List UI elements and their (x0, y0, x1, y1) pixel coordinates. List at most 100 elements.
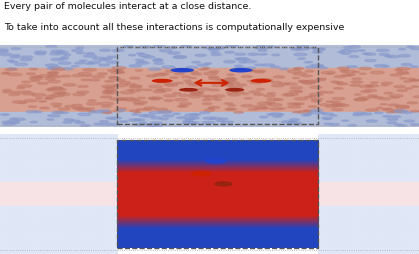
Circle shape (385, 56, 393, 58)
Circle shape (338, 52, 345, 54)
Circle shape (100, 50, 111, 52)
Circle shape (241, 93, 248, 95)
Circle shape (248, 109, 259, 111)
Circle shape (204, 73, 217, 76)
Circle shape (331, 105, 341, 107)
Circle shape (77, 92, 89, 94)
Circle shape (47, 76, 60, 79)
Circle shape (267, 99, 280, 101)
Circle shape (349, 51, 358, 53)
Circle shape (278, 108, 286, 110)
Circle shape (136, 109, 143, 111)
Circle shape (38, 75, 52, 78)
Circle shape (169, 48, 176, 49)
Circle shape (164, 83, 178, 86)
Circle shape (298, 59, 305, 60)
Circle shape (57, 89, 66, 91)
Circle shape (205, 64, 212, 65)
Circle shape (75, 122, 85, 124)
Circle shape (175, 99, 188, 102)
Circle shape (35, 52, 47, 54)
Circle shape (398, 112, 406, 113)
Circle shape (359, 74, 366, 75)
Circle shape (135, 60, 143, 61)
Circle shape (329, 124, 339, 126)
Circle shape (143, 57, 155, 59)
Circle shape (256, 80, 267, 82)
Circle shape (183, 122, 196, 124)
Circle shape (8, 74, 22, 76)
Circle shape (35, 53, 46, 56)
Circle shape (162, 67, 175, 69)
Circle shape (401, 64, 411, 66)
Circle shape (243, 61, 256, 64)
Circle shape (85, 76, 91, 77)
Circle shape (47, 68, 57, 70)
Circle shape (186, 119, 194, 121)
Circle shape (381, 85, 388, 87)
Circle shape (209, 90, 219, 92)
Circle shape (165, 71, 176, 73)
Circle shape (129, 110, 139, 112)
Circle shape (255, 65, 264, 67)
Circle shape (270, 108, 282, 110)
Circle shape (129, 78, 140, 80)
Circle shape (85, 64, 95, 65)
Circle shape (341, 53, 351, 55)
Circle shape (269, 104, 282, 107)
Circle shape (292, 112, 301, 114)
Circle shape (248, 71, 256, 72)
Bar (117, 141, 318, 248)
Circle shape (263, 65, 274, 67)
Circle shape (259, 117, 268, 118)
Circle shape (184, 121, 193, 123)
Circle shape (305, 67, 316, 69)
Circle shape (340, 70, 349, 72)
Circle shape (272, 55, 280, 56)
Circle shape (30, 122, 37, 123)
Circle shape (0, 51, 8, 54)
Circle shape (298, 111, 312, 114)
Circle shape (176, 83, 183, 84)
Circle shape (20, 59, 32, 61)
Circle shape (322, 118, 332, 120)
Circle shape (400, 78, 407, 80)
Circle shape (227, 92, 238, 94)
Circle shape (212, 96, 225, 98)
Circle shape (179, 89, 198, 92)
Circle shape (390, 74, 402, 77)
Circle shape (105, 92, 119, 94)
Circle shape (136, 54, 145, 55)
Circle shape (47, 73, 57, 75)
Circle shape (149, 98, 156, 99)
Circle shape (179, 103, 191, 105)
Circle shape (348, 46, 360, 49)
Circle shape (312, 101, 321, 103)
Circle shape (293, 73, 307, 76)
Circle shape (132, 114, 139, 116)
Circle shape (370, 72, 384, 75)
Circle shape (110, 118, 122, 120)
Circle shape (179, 95, 190, 97)
Circle shape (267, 93, 275, 95)
Circle shape (45, 79, 55, 81)
Circle shape (303, 110, 311, 112)
Circle shape (342, 75, 352, 77)
Circle shape (101, 97, 112, 99)
Circle shape (164, 95, 176, 98)
Circle shape (72, 107, 84, 109)
Text: To take into account all these interactions is computationally expensive: To take into account all these interacti… (4, 23, 344, 32)
Circle shape (395, 124, 403, 126)
Circle shape (257, 103, 272, 105)
Circle shape (160, 50, 172, 53)
Circle shape (149, 69, 161, 71)
Circle shape (64, 55, 71, 56)
Circle shape (351, 82, 363, 84)
Circle shape (191, 74, 202, 76)
Circle shape (110, 98, 123, 101)
Circle shape (233, 92, 244, 94)
Circle shape (324, 124, 332, 125)
Circle shape (189, 78, 197, 80)
Circle shape (389, 95, 403, 98)
Circle shape (14, 119, 25, 121)
